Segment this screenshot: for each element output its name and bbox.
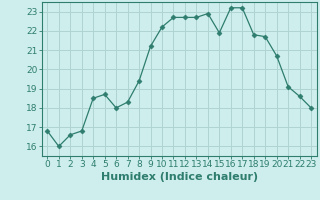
X-axis label: Humidex (Indice chaleur): Humidex (Indice chaleur) — [100, 172, 258, 182]
